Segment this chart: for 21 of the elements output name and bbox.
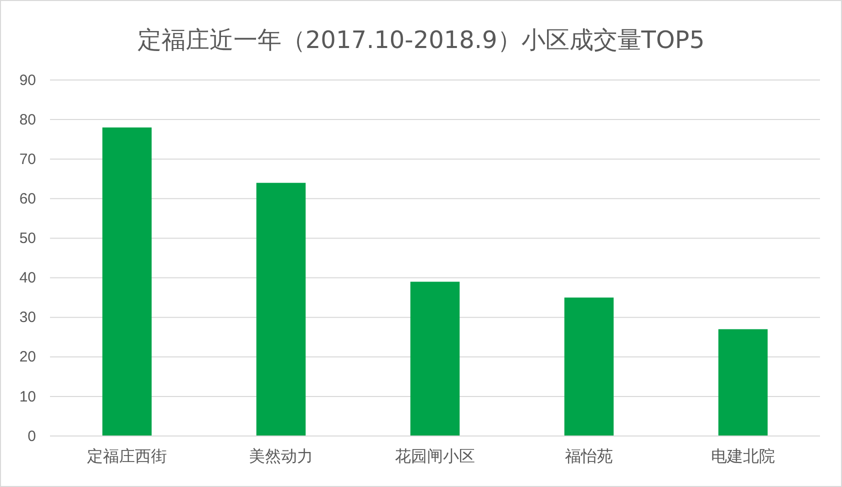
y-tick-label: 0 xyxy=(28,428,36,445)
y-tick-label: 80 xyxy=(19,111,36,128)
bar xyxy=(410,282,460,436)
bar xyxy=(718,329,768,436)
y-tick-label: 10 xyxy=(19,388,36,406)
x-tick-label: 电建北院 xyxy=(711,447,775,466)
y-tick-label: 20 xyxy=(19,348,36,366)
bar xyxy=(564,298,614,436)
x-tick-label: 定福庄西街 xyxy=(87,447,167,466)
y-tick-label: 90 xyxy=(19,72,36,89)
bar xyxy=(102,127,152,436)
x-tick-label: 花园闸小区 xyxy=(395,447,475,466)
x-tick-label: 福怡苑 xyxy=(565,447,613,466)
y-tick-label: 70 xyxy=(19,150,36,168)
y-tick-label: 30 xyxy=(19,309,36,326)
chart-title: 定福庄近一年（2017.10-2018.9）小区成交量TOP5 xyxy=(137,26,705,54)
y-tick-label: 60 xyxy=(19,190,36,208)
y-tick-label: 50 xyxy=(19,230,36,248)
bar xyxy=(256,182,306,436)
y-tick-label: 40 xyxy=(19,270,36,287)
x-tick-label: 美然动力 xyxy=(249,447,313,466)
